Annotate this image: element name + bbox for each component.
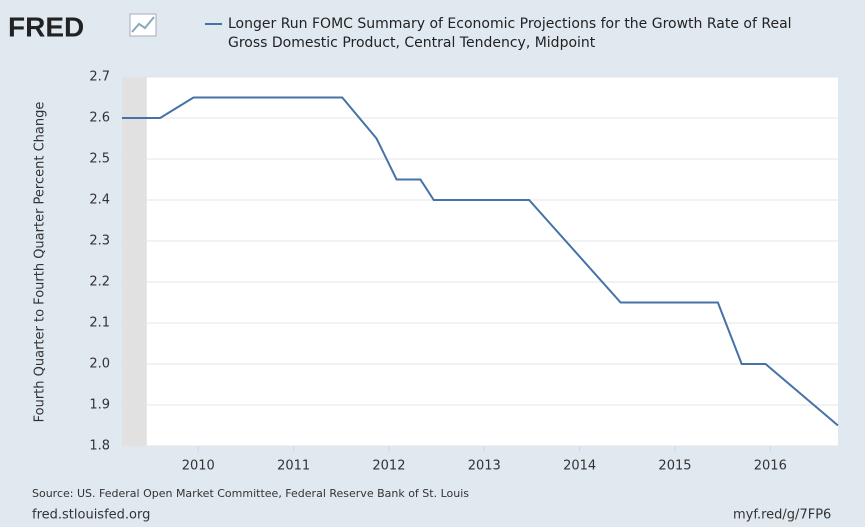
y-tick-label: 2.5 <box>89 152 110 167</box>
y-tick-label: 2.7 <box>89 70 110 85</box>
y-tick-label: 2.0 <box>89 357 110 372</box>
site: fred.stlouisfed.org <box>32 508 150 523</box>
logo: FRED <box>8 11 84 42</box>
y-tick-label: 2.2 <box>89 275 110 290</box>
recession-shade <box>122 77 147 446</box>
short-url: myf.red/g/7FP6 <box>733 508 831 523</box>
plot-area <box>122 77 838 446</box>
y-axis-label: Fourth Quarter to Fourth Quarter Percent… <box>33 102 48 423</box>
x-tick-label: 2010 <box>182 459 215 474</box>
y-tick-label: 2.3 <box>89 234 110 249</box>
x-tick-label: 2013 <box>468 459 501 474</box>
data-line <box>122 96 839 427</box>
y-tick-label: 2.6 <box>89 111 110 126</box>
x-tick-label: 2015 <box>658 459 691 474</box>
x-tick-label: 2011 <box>277 459 310 474</box>
y-tick-label: 1.9 <box>89 398 110 413</box>
x-tick-label: 2014 <box>563 459 596 474</box>
y-tick-label: 2.1 <box>89 316 110 331</box>
legend-entry: Longer Run FOMC Summary of Economic Proj… <box>228 16 792 51</box>
x-tick-label: 2012 <box>372 459 405 474</box>
source: Source: US. Federal Open Market Committe… <box>32 487 469 500</box>
y-tick-label: 2.4 <box>89 193 110 208</box>
y-tick-label: 1.8 <box>89 439 110 454</box>
x-tick-label: 2016 <box>754 459 787 474</box>
logo-icon <box>129 13 157 37</box>
